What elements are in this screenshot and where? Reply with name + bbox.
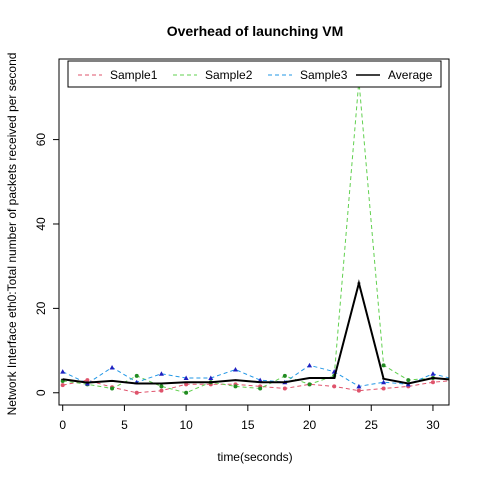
y-tick-label: 60 <box>34 133 48 147</box>
sample2-point <box>159 384 164 389</box>
x-tick-label: 10 <box>179 418 193 432</box>
series-line-sample3 <box>62 364 449 387</box>
sample1-point <box>60 383 65 388</box>
sample1-point <box>356 388 361 393</box>
sample1-point <box>134 390 139 395</box>
sample1-point <box>456 378 460 382</box>
sample3-point <box>356 383 362 389</box>
legend-label-sample2: Sample2 <box>205 68 253 82</box>
sample3-point <box>232 367 238 372</box>
sample3-point <box>60 369 66 374</box>
chart-title: Overhead of launching VM <box>167 23 344 39</box>
y-tick-label: 40 <box>34 217 48 231</box>
sample3-point <box>183 375 189 380</box>
y-axis-label: Network Interface eth0:Total number of p… <box>5 53 19 416</box>
legend-box <box>67 60 442 88</box>
x-tick-label: 20 <box>303 418 317 432</box>
x-tick-label: 30 <box>426 418 440 432</box>
y-tick-label: 0 <box>34 389 48 396</box>
sample3-point <box>430 371 436 376</box>
sample3-point <box>455 378 460 383</box>
sample2-point <box>233 384 238 389</box>
series-line-sample2 <box>62 80 449 394</box>
x-tick-label: 0 <box>59 418 66 432</box>
sample2-point <box>282 373 287 378</box>
series-line-average <box>62 279 449 385</box>
axes: 0 5 10 15 20 25 30 0 20 40 60 <box>34 58 450 432</box>
sample1-point <box>381 386 386 391</box>
sample1-point <box>159 388 164 393</box>
sample2-point <box>258 386 263 391</box>
sample3-point <box>381 379 387 385</box>
sample2-point <box>110 386 115 391</box>
plot-area <box>60 78 460 395</box>
x-tick-label: 5 <box>121 418 128 432</box>
sample2-point <box>381 363 386 368</box>
legend: Sample1 Sample2 Sample3 Average <box>67 60 442 88</box>
sample1-point <box>85 378 90 383</box>
legend-label-sample3: Sample3 <box>300 68 348 82</box>
sample2-point <box>406 378 411 383</box>
sample3-point <box>109 364 115 370</box>
legend-label-average: Average <box>388 68 433 82</box>
sample2-point <box>134 373 139 378</box>
sample1-point <box>282 386 287 391</box>
sample2-point <box>456 378 460 382</box>
plot-frame <box>58 58 450 406</box>
sample3-point <box>307 362 313 368</box>
sample3-point <box>208 375 214 380</box>
sample1-point <box>430 380 435 385</box>
legend-label-sample1: Sample1 <box>110 68 158 82</box>
sample2-point <box>307 382 312 387</box>
sample3-point <box>158 371 164 376</box>
x-tick-label: 15 <box>241 418 255 432</box>
sample1-point <box>184 382 189 387</box>
sample2-point <box>184 390 189 395</box>
x-axis-label: time(seconds) <box>217 450 292 464</box>
y-tick-label: 20 <box>34 301 48 315</box>
sample3-point <box>257 377 263 383</box>
sample1-point <box>332 384 337 389</box>
x-tick-label: 25 <box>365 418 379 432</box>
